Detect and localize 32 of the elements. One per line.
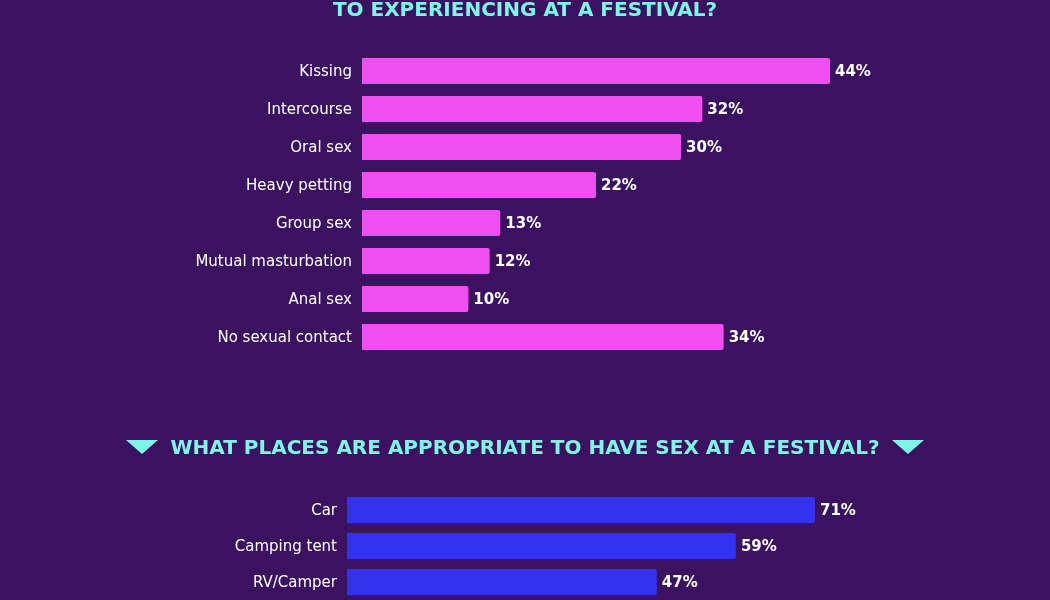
- bar: [362, 134, 682, 160]
- bar: [362, 172, 596, 198]
- y-tick-label: Car: [311, 501, 338, 519]
- data-label: 47%: [661, 573, 698, 591]
- y-tick-label: Oral sex: [290, 138, 353, 156]
- y-tick-label: Heavy petting: [246, 176, 352, 194]
- chart-title: TO EXPERIENCING AT A FESTIVAL?: [332, 0, 718, 21]
- bar: [362, 58, 830, 84]
- y-tick-label: Camping tent: [234, 537, 338, 555]
- bar: [362, 96, 703, 122]
- bar: [362, 210, 501, 236]
- y-tick-label: Group sex: [275, 214, 353, 232]
- y-tick-label: Mutual masturbation: [195, 252, 352, 270]
- y-tick-label: No sexual contact: [217, 328, 353, 346]
- y-tick-label: Intercourse: [266, 100, 352, 118]
- bar: [362, 248, 490, 274]
- chart-title: WHAT PLACES ARE APPROPRIATE TO HAVE SEX AT A FESTIVAL?: [170, 435, 880, 459]
- data-label: 22%: [601, 176, 637, 194]
- data-label: 44%: [835, 62, 871, 80]
- data-label: 32%: [707, 100, 744, 118]
- data-label: 34%: [728, 328, 765, 346]
- data-label: 13%: [505, 214, 542, 232]
- bar: [362, 324, 724, 350]
- data-label: 71%: [820, 501, 856, 519]
- y-tick-label: Anal sex: [288, 290, 353, 308]
- data-label: 10%: [473, 290, 510, 308]
- data-label: 30%: [686, 138, 722, 156]
- y-tick-label: Kissing: [299, 62, 352, 80]
- y-tick-label: RV/Camper: [252, 573, 338, 591]
- data-label: 59%: [740, 537, 777, 555]
- bar: [362, 286, 469, 312]
- data-label: 12%: [494, 252, 531, 270]
